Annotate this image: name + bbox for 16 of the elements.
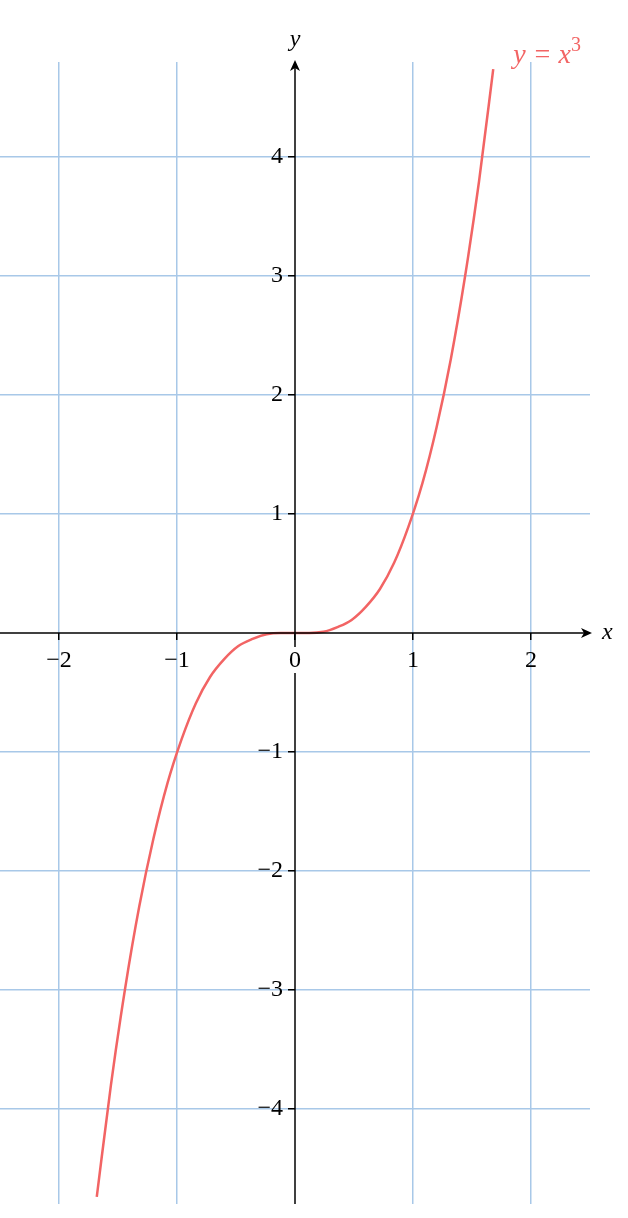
x-tick-label: 0 — [289, 646, 301, 673]
y-tick-label: −4 — [257, 1094, 283, 1121]
x-tick-label: −1 — [164, 646, 190, 673]
y-tick-label: −1 — [257, 737, 283, 764]
x-tick-label: 2 — [525, 646, 537, 673]
y-tick-label: 4 — [271, 142, 283, 169]
x-tick-label: 1 — [407, 646, 419, 673]
line-series — [95, 67, 495, 1199]
y-axis-title: y — [287, 25, 301, 52]
y-tick-label: −3 — [257, 975, 283, 1002]
y-tick-label: 2 — [271, 380, 283, 407]
x-axis-title: x — [601, 618, 613, 645]
y-tick-label: −2 — [257, 856, 283, 883]
y-tick-label: 3 — [271, 261, 283, 288]
y-tick-label: 1 — [271, 499, 283, 526]
x-tick-label: −2 — [46, 646, 72, 673]
